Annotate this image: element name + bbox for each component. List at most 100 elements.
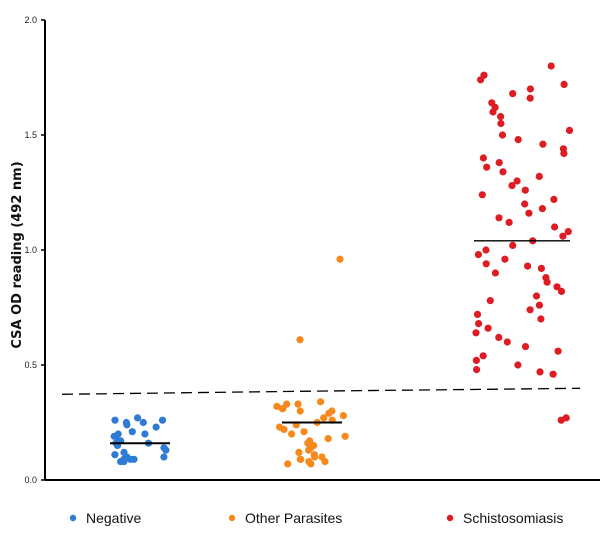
point-schistosomiasis [526, 85, 535, 93]
legend-item-schistosomiasis: Schistosomiasis [446, 510, 563, 526]
point-negative [141, 430, 149, 438]
point-schistosomiasis [505, 218, 513, 226]
point-schistosomiasis [513, 177, 521, 185]
point-schistosomiasis [472, 356, 480, 364]
point-schistosomiasis [536, 368, 544, 376]
point-schistosomiasis [472, 329, 480, 337]
point-schistosomiasis [479, 352, 487, 360]
point-schistosomiasis [499, 168, 507, 176]
point-other-parasites [321, 458, 329, 466]
legend-marker-schistosomiasis [446, 514, 454, 522]
point-schistosomiasis [503, 338, 511, 346]
point-schistosomiasis [557, 287, 566, 295]
point-schistosomiasis [491, 269, 499, 277]
point-other-parasites [325, 409, 333, 417]
point-negative [123, 453, 131, 461]
point-schistosomiasis [554, 347, 562, 355]
legend-label-schistosomiasis: Schistosomiasis [463, 510, 563, 526]
point-other-parasites [307, 460, 315, 468]
point-other-parasites [305, 446, 313, 454]
point-schistosomiasis [483, 163, 491, 171]
point-schistosomiasis [521, 186, 529, 194]
point-schistosomiasis [497, 119, 505, 128]
points-layer [110, 62, 574, 468]
point-schistosomiasis [526, 306, 534, 314]
point-schistosomiasis [564, 228, 572, 236]
point-schistosomiasis [526, 94, 534, 102]
point-schistosomiasis [535, 301, 544, 309]
point-schistosomiasis [482, 246, 490, 254]
point-schistosomiasis [521, 200, 529, 208]
point-negative [111, 451, 119, 459]
point-schistosomiasis [557, 416, 565, 424]
point-other-parasites [295, 448, 303, 456]
point-schistosomiasis [479, 154, 487, 162]
point-other-parasites [320, 414, 328, 422]
point-negative [134, 414, 142, 422]
point-other-parasites [288, 430, 296, 438]
point-schistosomiasis [514, 361, 522, 369]
y-tick-label: 0.5 [24, 360, 37, 370]
point-schistosomiasis [474, 251, 482, 259]
point-negative [139, 418, 147, 427]
legend-label-negative: Negative [86, 510, 141, 526]
cutoff-line-left [61, 390, 301, 395]
point-schistosomiasis [539, 140, 547, 148]
point-other-parasites [341, 432, 349, 440]
legend-marker-negative [69, 514, 77, 522]
legend: Negative Other Parasites Schistosomiasis [69, 510, 563, 526]
point-other-parasites [296, 336, 304, 344]
point-schistosomiasis [537, 315, 545, 323]
point-schistosomiasis [538, 205, 547, 213]
point-schistosomiasis [477, 76, 485, 84]
point-schistosomiasis [495, 214, 503, 222]
point-schistosomiasis [547, 62, 555, 70]
point-negative [160, 453, 168, 461]
y-tick-label: 1.0 [24, 245, 37, 255]
point-other-parasites [273, 402, 281, 410]
point-schistosomiasis [549, 370, 557, 378]
point-schistosomiasis [508, 182, 516, 190]
legend-label-other-parasites: Other Parasites [245, 510, 342, 526]
point-schistosomiasis [498, 131, 507, 139]
point-schistosomiasis [486, 297, 494, 305]
point-schistosomiasis [473, 366, 481, 374]
point-schistosomiasis [478, 191, 486, 199]
point-schistosomiasis [560, 149, 568, 157]
point-schistosomiasis [537, 264, 546, 272]
point-negative [158, 416, 167, 424]
point-schistosomiasis [560, 80, 568, 88]
point-other-parasites [339, 412, 347, 420]
point-negative [152, 423, 160, 431]
point-other-parasites [300, 428, 308, 436]
point-schistosomiasis [495, 333, 503, 341]
point-schistosomiasis [532, 292, 541, 300]
y-tick-label: 0.0 [24, 475, 37, 485]
point-other-parasites [296, 407, 304, 415]
legend-item-other-parasites: Other Parasites [228, 510, 342, 526]
point-schistosomiasis [497, 113, 505, 121]
point-negative [117, 458, 125, 466]
point-schistosomiasis [509, 241, 517, 249]
y-tick-label: 2.0 [24, 15, 37, 25]
point-schistosomiasis [524, 262, 532, 270]
point-schistosomiasis [484, 324, 492, 332]
point-other-parasites [296, 455, 304, 463]
point-schistosomiasis [489, 108, 497, 116]
axes-layer: 0.0 0.5 1.0 1.5 2.0 CSA OD reading (492 nm) [10, 15, 600, 485]
point-schistosomiasis [521, 343, 530, 351]
point-schistosomiasis [514, 136, 522, 144]
point-schistosomiasis [475, 320, 483, 328]
point-other-parasites [317, 398, 325, 406]
median-layer [110, 240, 570, 445]
point-negative [123, 421, 131, 429]
point-other-parasites [284, 460, 292, 468]
point-schistosomiasis [535, 172, 543, 180]
point-schistosomiasis [559, 232, 567, 240]
point-schistosomiasis [551, 223, 559, 231]
point-schistosomiasis [553, 283, 561, 291]
point-other-parasites [324, 435, 332, 443]
y-tick-label: 1.5 [24, 130, 37, 140]
